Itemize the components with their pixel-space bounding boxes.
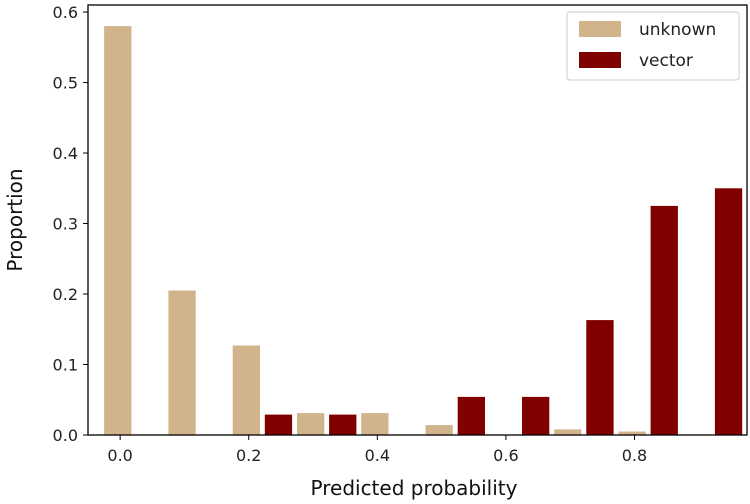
bar-vector-6: [522, 396, 550, 435]
y-axis-ticks: 0.0 0.1 0.2 0.3 0.4 0.5 0.6: [53, 3, 88, 445]
bar-unknown-2: [232, 345, 260, 435]
x-tick-label: 0.2: [236, 446, 261, 465]
bar-vector-2: [264, 414, 293, 435]
x-axis-ticks: 0.0 0.2 0.4 0.6 0.8: [107, 435, 647, 465]
y-tick-label: 0.1: [53, 356, 78, 375]
bar-vector-7: [586, 320, 614, 435]
y-tick-label: 0.3: [53, 215, 78, 234]
x-tick-label: 0.8: [622, 446, 647, 465]
y-tick-label: 0.5: [53, 74, 78, 93]
legend-label-unknown: unknown: [639, 20, 716, 40]
bar-unknown-7: [554, 429, 582, 435]
legend: unknown vector: [566, 11, 740, 81]
x-axis-label: Predicted probability: [311, 476, 518, 500]
bar-unknown-8: [618, 431, 646, 435]
x-tick-label: 0.0: [107, 446, 132, 465]
bar-vector-9: [714, 188, 743, 435]
bar-vector-8: [650, 205, 678, 435]
legend-label-vector: vector: [639, 51, 693, 71]
bar-unknown-3: [297, 413, 325, 435]
bar-vector-3: [329, 414, 357, 435]
y-tick-label: 0.2: [53, 285, 78, 304]
y-tick-label: 0.4: [53, 144, 78, 163]
bar-unknown-0: [104, 26, 132, 435]
bar-unknown-5: [425, 425, 453, 435]
legend-swatch-unknown: [579, 21, 621, 37]
y-tick-label: 0.6: [53, 3, 78, 22]
bar-unknown-4: [361, 413, 389, 435]
y-axis-label: Proportion: [3, 168, 27, 271]
axes-frame: [87, 4, 748, 436]
legend-swatch-vector: [579, 52, 621, 68]
bars-layer: [104, 26, 743, 435]
x-tick-label: 0.6: [493, 446, 518, 465]
bar-vector-5: [457, 396, 485, 435]
x-tick-label: 0.4: [365, 446, 390, 465]
bar-unknown-1: [168, 290, 196, 435]
y-tick-label: 0.0: [53, 426, 78, 445]
